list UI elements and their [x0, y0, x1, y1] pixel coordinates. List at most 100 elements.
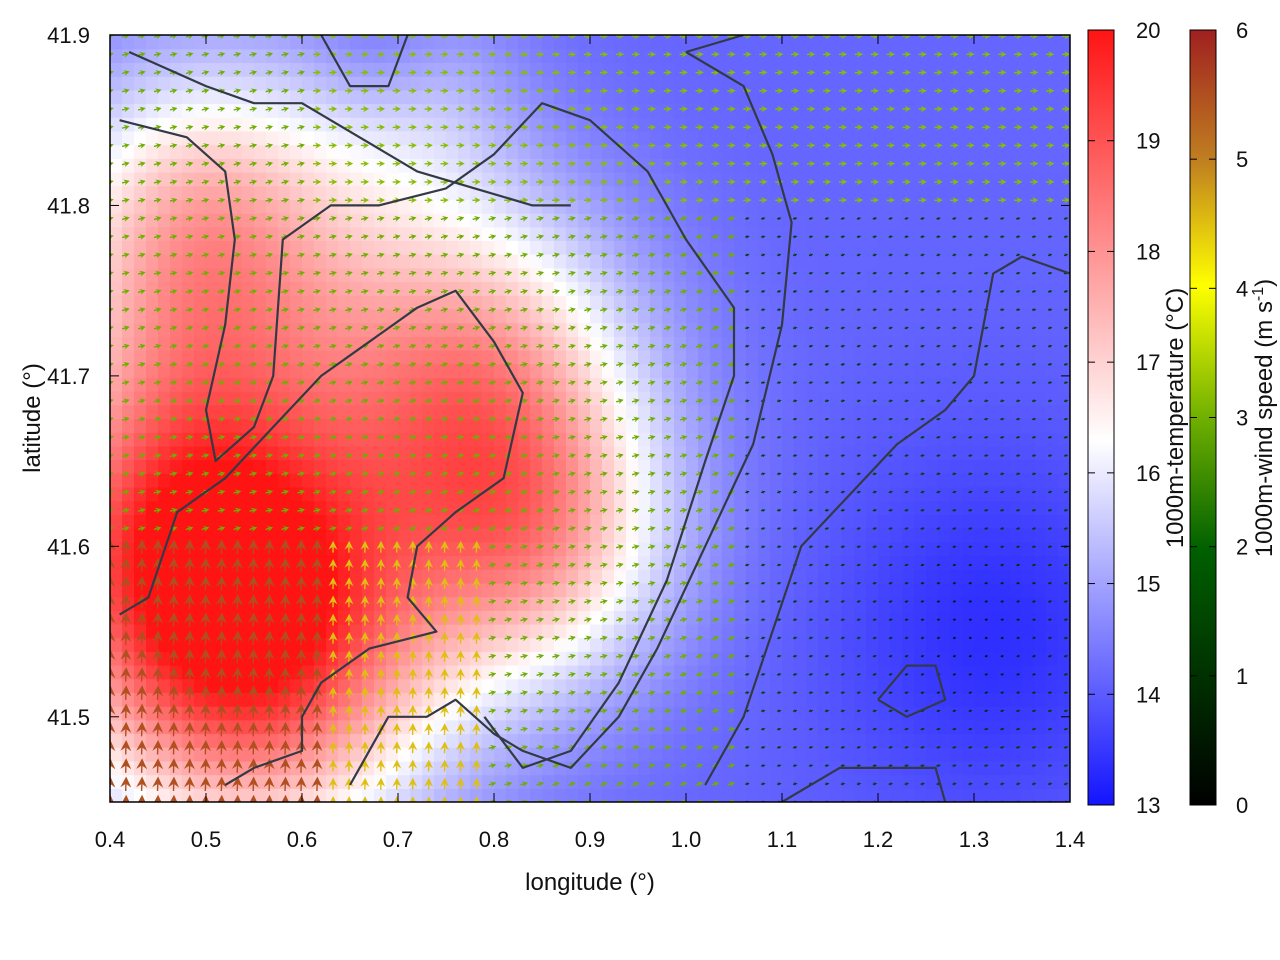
heatmap-cell [326, 788, 339, 802]
heatmap-cell [614, 500, 627, 515]
heatmap-cell [770, 226, 783, 241]
heatmap-cell [890, 473, 903, 488]
heatmap-cell [254, 363, 267, 378]
heatmap-cell [902, 226, 915, 241]
heatmap-cell [410, 254, 423, 269]
heatmap-cell [698, 665, 711, 680]
heatmap-cell [434, 308, 447, 324]
heatmap-cell [578, 692, 591, 707]
heatmap-cell [866, 637, 879, 652]
heatmap-cell [158, 514, 171, 529]
heatmap-cell [446, 747, 459, 762]
heatmap-cell [794, 76, 807, 91]
heatmap-cell [338, 487, 351, 502]
heatmap-cell [746, 336, 759, 351]
heatmap-cell [218, 487, 231, 502]
heatmap-cell [542, 35, 555, 50]
heatmap-cell [674, 322, 687, 337]
heatmap-cell [914, 487, 927, 502]
heatmap-cell [938, 377, 951, 392]
heatmap-cell [362, 322, 375, 337]
heatmap-cell [458, 514, 471, 529]
heatmap-cell [410, 322, 423, 337]
heatmap-cell [626, 569, 639, 584]
heatmap-cell [110, 500, 123, 515]
heatmap-cell [530, 62, 543, 77]
heatmap-cell [242, 569, 255, 584]
heatmap-cell [758, 459, 771, 474]
heatmap-cell [338, 89, 351, 105]
heatmap-cell [794, 226, 807, 241]
heatmap-cell [422, 678, 435, 693]
heatmap-cell [950, 213, 963, 228]
heatmap-cell [878, 281, 891, 296]
heatmap-cell [686, 651, 699, 666]
heatmap-cell [998, 281, 1011, 296]
heatmap-cell [866, 48, 879, 63]
heatmap-cell [302, 185, 315, 200]
heatmap-cell [314, 445, 327, 461]
heatmap-cell [650, 240, 663, 255]
heatmap-cell [974, 267, 987, 283]
heatmap-cell [710, 459, 723, 474]
heatmap-cell [1010, 281, 1023, 296]
heatmap-cell [146, 103, 159, 118]
heatmap-cell [950, 322, 963, 337]
heatmap-cell [890, 185, 903, 200]
heatmap-cell [182, 172, 195, 187]
heatmap-cell [206, 226, 219, 241]
heatmap-cell [446, 788, 459, 802]
heatmap-cell [614, 719, 627, 735]
heatmap-cell [110, 418, 123, 433]
heatmap-cell [230, 158, 243, 173]
heatmap-cell [866, 322, 879, 337]
heatmap-cell [410, 308, 423, 324]
heatmap-cell [386, 185, 399, 200]
heatmap-cell [230, 528, 243, 543]
heatmap-cell [818, 665, 831, 680]
heatmap-cell [902, 199, 915, 214]
heatmap-cell [818, 596, 831, 611]
heatmap-cell [290, 637, 303, 652]
heatmap-cell [626, 103, 639, 118]
heatmap-cell [254, 637, 267, 652]
heatmap-cell [962, 665, 975, 680]
heatmap-cell [326, 596, 339, 611]
heatmap-cell [830, 391, 843, 406]
heatmap-cell [794, 432, 807, 447]
heatmap-cell [782, 213, 795, 228]
heatmap-cell [254, 62, 267, 77]
heatmap-cell [1010, 267, 1023, 283]
heatmap-cell [398, 254, 411, 269]
heatmap-cell [962, 336, 975, 351]
heatmap-cell [278, 350, 291, 365]
heatmap-cell [866, 596, 879, 611]
heatmap-cell [566, 336, 579, 351]
heatmap-cell [470, 254, 483, 269]
heatmap-cell [578, 706, 591, 721]
heatmap-cell [110, 281, 123, 296]
heatmap-cell [194, 308, 207, 324]
heatmap-cell [506, 254, 519, 269]
heatmap-cell [782, 651, 795, 666]
heatmap-cell [998, 199, 1011, 214]
heatmap-cell [998, 569, 1011, 584]
heatmap-cell [266, 240, 279, 255]
heatmap-cell [374, 254, 387, 269]
heatmap-cell [902, 391, 915, 406]
heatmap-cell [182, 637, 195, 652]
heatmap-cell [830, 226, 843, 241]
heatmap-cell [146, 363, 159, 378]
heatmap-cell [686, 89, 699, 105]
heatmap-cell [758, 541, 771, 557]
heatmap-cell [1034, 432, 1047, 447]
heatmap-cell [122, 487, 135, 502]
heatmap-cell [470, 144, 483, 159]
heatmap-cell [290, 582, 303, 598]
heatmap-cell [662, 719, 675, 735]
heatmap-cell [470, 89, 483, 105]
heatmap-cell [998, 473, 1011, 488]
heatmap-cell [374, 788, 387, 802]
heatmap-cell [314, 336, 327, 351]
heatmap-cell [542, 130, 555, 146]
